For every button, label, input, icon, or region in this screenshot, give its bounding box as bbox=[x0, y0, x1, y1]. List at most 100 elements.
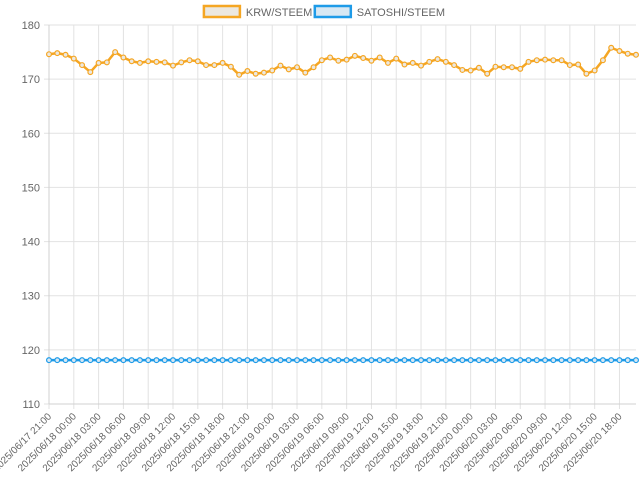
data-point bbox=[54, 50, 61, 57]
data-point bbox=[484, 70, 491, 77]
chart-grid bbox=[44, 24, 636, 409]
data-point bbox=[45, 357, 52, 364]
data-point bbox=[566, 357, 573, 364]
data-point bbox=[236, 71, 243, 78]
data-point bbox=[459, 357, 466, 364]
data-point bbox=[203, 62, 210, 69]
data-point bbox=[475, 357, 482, 364]
data-point bbox=[599, 357, 606, 364]
y-tick-label: 170 bbox=[22, 74, 40, 86]
data-point bbox=[310, 357, 317, 364]
data-point bbox=[451, 62, 458, 69]
y-tick-label: 130 bbox=[22, 291, 40, 303]
data-point bbox=[343, 56, 350, 63]
data-point bbox=[500, 64, 507, 71]
data-point bbox=[327, 54, 334, 61]
data-point bbox=[542, 56, 549, 63]
data-point bbox=[153, 357, 160, 364]
data-point bbox=[95, 59, 102, 66]
data-point bbox=[161, 59, 168, 66]
data-point bbox=[79, 62, 86, 69]
data-point bbox=[575, 357, 582, 364]
data-point bbox=[227, 357, 234, 364]
data-point bbox=[327, 357, 334, 364]
data-point bbox=[393, 55, 400, 62]
data-point bbox=[112, 49, 119, 56]
data-point bbox=[616, 47, 623, 54]
data-point bbox=[335, 357, 342, 364]
legend-label: KRW/STEEM bbox=[246, 7, 312, 19]
data-point bbox=[112, 357, 119, 364]
y-tick-label: 150 bbox=[22, 182, 40, 194]
data-point bbox=[384, 357, 391, 364]
data-point bbox=[599, 57, 606, 64]
y-axis: 110 120 130 140 150 160 170 180 bbox=[22, 20, 40, 411]
data-point bbox=[252, 357, 259, 364]
data-point bbox=[517, 65, 524, 72]
data-point bbox=[459, 66, 466, 73]
data-point bbox=[558, 357, 565, 364]
data-point bbox=[128, 58, 135, 65]
data-point bbox=[260, 357, 267, 364]
data-point bbox=[632, 357, 639, 364]
data-point bbox=[178, 59, 185, 66]
data-point bbox=[318, 57, 325, 64]
data-point bbox=[54, 357, 61, 364]
data-point bbox=[401, 357, 408, 364]
data-point bbox=[186, 357, 193, 364]
data-point bbox=[608, 44, 615, 51]
data-point bbox=[170, 357, 177, 364]
data-point bbox=[409, 59, 416, 66]
data-point bbox=[79, 357, 86, 364]
data-point bbox=[95, 357, 102, 364]
data-point bbox=[128, 357, 135, 364]
data-point bbox=[376, 54, 383, 61]
data-point bbox=[310, 64, 317, 71]
data-point bbox=[542, 357, 549, 364]
series-1 bbox=[45, 44, 639, 78]
legend-label: SATOSHI/STEEM bbox=[357, 7, 445, 19]
data-point bbox=[508, 357, 515, 364]
data-point bbox=[360, 357, 367, 364]
series-line bbox=[48, 46, 637, 77]
legend-item-1[interactable]: KRW/STEEM bbox=[202, 4, 312, 19]
data-point bbox=[451, 357, 458, 364]
y-tick-label: 160 bbox=[22, 128, 40, 140]
data-point bbox=[484, 357, 491, 364]
data-point bbox=[368, 57, 375, 64]
data-point bbox=[360, 55, 367, 62]
data-point bbox=[178, 357, 185, 364]
data-point bbox=[616, 357, 623, 364]
legend-swatch bbox=[202, 4, 242, 19]
data-point bbox=[294, 64, 301, 71]
data-point bbox=[418, 62, 425, 69]
data-point bbox=[467, 357, 474, 364]
data-point bbox=[533, 57, 540, 64]
data-point bbox=[624, 357, 631, 364]
data-point bbox=[244, 68, 251, 75]
legend-item-2[interactable]: SATOSHI/STEEM bbox=[313, 4, 445, 19]
data-point bbox=[550, 57, 557, 64]
data-point bbox=[318, 357, 325, 364]
data-point bbox=[277, 357, 284, 364]
data-point bbox=[591, 357, 598, 364]
data-point bbox=[591, 67, 598, 74]
data-point bbox=[442, 357, 449, 364]
data-point bbox=[376, 357, 383, 364]
data-point bbox=[45, 51, 52, 58]
data-point bbox=[194, 357, 201, 364]
data-point bbox=[575, 61, 582, 68]
data-point bbox=[62, 357, 69, 364]
data-point bbox=[624, 50, 631, 57]
data-point bbox=[434, 56, 441, 63]
data-point bbox=[285, 66, 292, 73]
data-point bbox=[136, 357, 143, 364]
data-point bbox=[269, 67, 276, 74]
y-tick-label: 110 bbox=[22, 399, 40, 411]
data-point bbox=[525, 357, 532, 364]
data-point bbox=[186, 57, 193, 64]
data-point bbox=[145, 58, 152, 65]
y-tick-label: 120 bbox=[22, 345, 40, 357]
